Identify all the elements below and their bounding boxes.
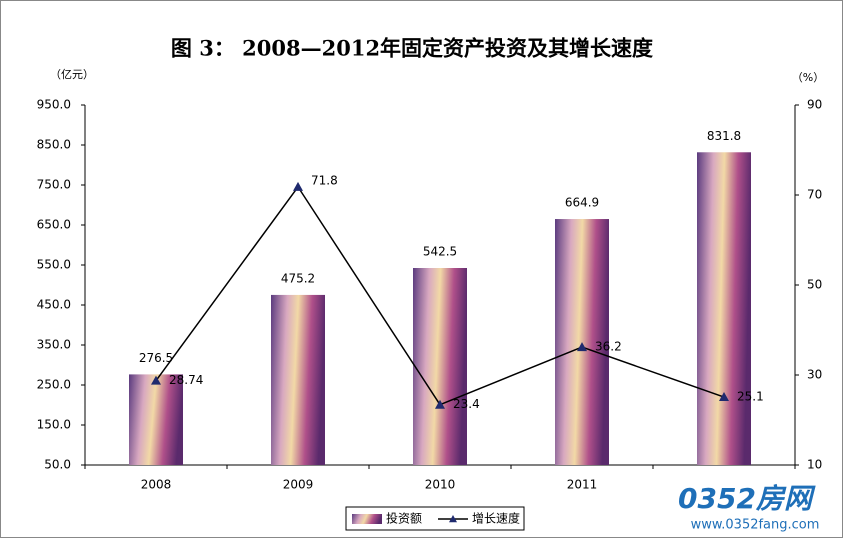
- x-tick-label: 2010: [425, 478, 456, 492]
- y2-tick-label: 30: [807, 368, 822, 382]
- line-value-label: 28.74: [169, 373, 203, 387]
- bar: [271, 294, 325, 465]
- line-value-label: 71.8: [311, 173, 338, 187]
- bar-value-label: 664.9: [565, 196, 599, 210]
- legend-label: 投资额: [386, 511, 422, 526]
- y-tick-label: 50.0: [44, 458, 71, 472]
- line-marker: [435, 399, 445, 409]
- bar: [413, 268, 467, 465]
- y-tick-label: 150.0: [37, 418, 71, 432]
- y-tick-label: 950.0: [37, 98, 71, 112]
- bar: [129, 374, 183, 465]
- watermark-url: www.0352fang.com: [691, 518, 820, 533]
- x-tick-label: 2011: [567, 478, 598, 492]
- y2-tick-label: 50: [807, 278, 822, 292]
- y2-tick-label: 10: [807, 458, 822, 472]
- y-tick-label: 450.0: [37, 298, 71, 312]
- y-tick-label: 550.0: [37, 258, 71, 272]
- legend-label: 增长速度: [472, 511, 520, 526]
- y2-tick-label: 90: [807, 98, 822, 112]
- x-tick-label: 2008: [141, 478, 172, 492]
- bar-value-label: 475.2: [281, 271, 315, 285]
- bar: [697, 152, 751, 465]
- legend-swatch: [352, 514, 382, 524]
- watermark: 0352房网 www.0352fang.com: [678, 482, 819, 533]
- line-value-label: 36.2: [595, 340, 622, 354]
- y2-tick-label: 70: [807, 188, 822, 202]
- line-value-label: 23.4: [453, 397, 480, 411]
- y-axis-label: （亿元）: [50, 68, 94, 81]
- line-value-label: 25.1: [737, 390, 764, 404]
- line-marker: [577, 342, 587, 352]
- y-tick-label: 750.0: [37, 178, 71, 192]
- y-tick-label: 250.0: [37, 378, 71, 392]
- x-tick-label: 2009: [283, 478, 314, 492]
- watermark-logo: 0352房网: [678, 482, 816, 515]
- legend-marker: [449, 515, 457, 523]
- legend-box: [345, 506, 525, 531]
- legend: 投资额 增长速度: [345, 506, 525, 531]
- line-marker: [151, 375, 161, 385]
- y2-axis-label: （%）: [792, 71, 824, 84]
- bar-value-label: 542.5: [423, 245, 457, 259]
- y-tick-label: 850.0: [37, 138, 71, 152]
- bar-value-label: 276.5: [139, 351, 173, 365]
- line-marker: [293, 181, 303, 191]
- line-marker: [719, 392, 729, 402]
- chart-title: 图 3： 2008—2012年固定资产投资及其增长速度: [171, 36, 653, 61]
- y-tick-label: 650.0: [37, 218, 71, 232]
- bar: [555, 219, 609, 465]
- bar-value-label: 831.8: [707, 129, 741, 143]
- y-tick-label: 350.0: [37, 338, 71, 352]
